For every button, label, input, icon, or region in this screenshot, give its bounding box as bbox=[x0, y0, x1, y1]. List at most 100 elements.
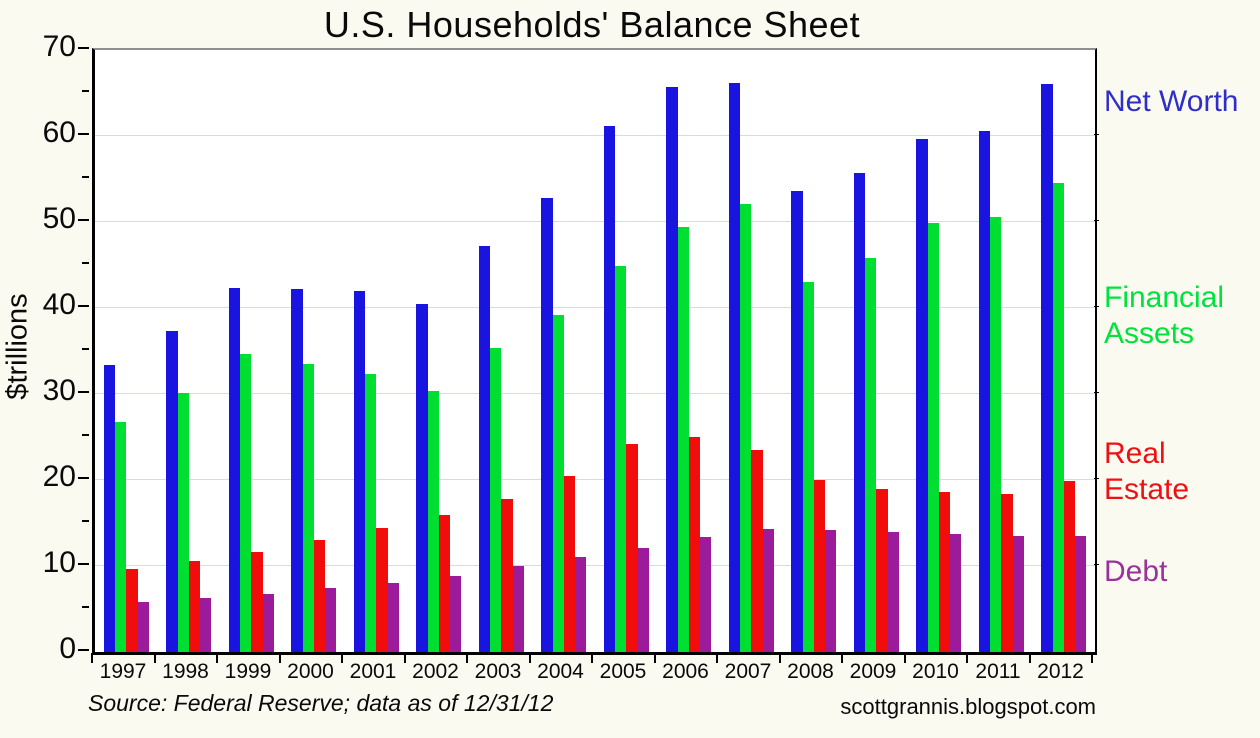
y-tick-label-40: 40 bbox=[42, 288, 76, 321]
gridline-30 bbox=[95, 393, 1095, 394]
x-tick-16 bbox=[1091, 653, 1093, 663]
bar-real-estate-2011 bbox=[1001, 493, 1013, 652]
x-tick-label-2010: 2010 bbox=[912, 660, 959, 683]
bar-net-worth-2005 bbox=[603, 125, 615, 652]
x-tick-2 bbox=[216, 653, 218, 663]
bar-financial-assets-2008 bbox=[802, 282, 814, 652]
x-tick-label-2012: 2012 bbox=[1037, 660, 1084, 683]
chart-title: U.S. Households' Balance Sheet bbox=[323, 4, 861, 45]
x-tick-label-1998: 1998 bbox=[162, 660, 209, 683]
bar-real-estate-1999 bbox=[251, 552, 263, 652]
bar-real-estate-1998 bbox=[188, 560, 200, 652]
bar-net-worth-2009 bbox=[853, 172, 865, 652]
y-minor-tick-65 bbox=[82, 90, 89, 92]
x-tick-label-2004: 2004 bbox=[537, 660, 584, 683]
x-tick-3 bbox=[278, 653, 281, 663]
bar-debt-2001 bbox=[387, 583, 399, 652]
bar-net-worth-2007 bbox=[728, 82, 740, 652]
plot-area bbox=[92, 48, 1097, 655]
y-major-tick-70 bbox=[78, 47, 89, 49]
y-right-tick-40 bbox=[1094, 306, 1099, 307]
gridline-60 bbox=[95, 135, 1095, 136]
y-tick-label-10: 10 bbox=[42, 546, 76, 579]
bar-real-estate-2001 bbox=[376, 528, 388, 652]
gridline-10 bbox=[95, 565, 1095, 566]
legend-debt: Debt bbox=[1104, 555, 1168, 588]
y-major-tick-40 bbox=[78, 305, 89, 307]
bar-debt-2011 bbox=[1012, 535, 1024, 652]
bar-financial-assets-2003 bbox=[490, 348, 502, 652]
x-tick-9 bbox=[653, 653, 656, 663]
bar-net-worth-1999 bbox=[228, 288, 240, 652]
y-minor-tick-45 bbox=[82, 262, 89, 264]
bar-debt-1997 bbox=[137, 602, 149, 652]
y-minor-tick-35 bbox=[82, 348, 89, 350]
bar-debt-2000 bbox=[325, 588, 337, 652]
bar-net-worth-2002 bbox=[416, 303, 428, 652]
y-right-tick-50 bbox=[1094, 220, 1099, 221]
bar-net-worth-2000 bbox=[291, 289, 303, 652]
y-tick-label-20: 20 bbox=[42, 460, 76, 493]
bar-debt-2008 bbox=[825, 529, 837, 652]
x-tick-label-1999: 1999 bbox=[224, 660, 272, 683]
bar-real-estate-2003 bbox=[501, 498, 513, 652]
bars-layer bbox=[95, 50, 1095, 652]
bar-net-worth-1998 bbox=[166, 331, 178, 652]
y-major-tick-30 bbox=[78, 391, 89, 393]
bar-financial-assets-2006 bbox=[677, 227, 689, 652]
y-minor-tick-15 bbox=[82, 520, 89, 522]
bar-real-estate-2008 bbox=[813, 480, 825, 652]
bar-net-worth-1997 bbox=[103, 364, 115, 652]
bar-real-estate-2002 bbox=[438, 515, 450, 652]
x-tick-6 bbox=[466, 653, 468, 663]
bar-financial-assets-2012 bbox=[1052, 183, 1064, 652]
bar-debt-1999 bbox=[262, 593, 274, 652]
bar-financial-assets-2010 bbox=[927, 222, 939, 652]
bar-financial-assets-1998 bbox=[177, 393, 189, 652]
y-major-tick-10 bbox=[78, 563, 89, 565]
x-tick-15 bbox=[1028, 653, 1031, 663]
bar-debt-1998 bbox=[200, 597, 212, 652]
x-tick-11 bbox=[778, 653, 781, 663]
gridline-40 bbox=[95, 307, 1095, 308]
bar-real-estate-2009 bbox=[876, 488, 888, 652]
y-minor-tick-55 bbox=[82, 176, 89, 178]
bar-net-worth-2010 bbox=[916, 138, 928, 652]
bar-debt-2003 bbox=[512, 566, 524, 652]
bar-net-worth-2011 bbox=[978, 130, 990, 652]
y-right-tick-10 bbox=[1094, 564, 1099, 565]
x-tick-label-2001: 2001 bbox=[349, 660, 397, 683]
x-tick-label-2005: 2005 bbox=[599, 660, 647, 683]
y-tick-label-30: 30 bbox=[42, 374, 76, 407]
bar-financial-assets-2001 bbox=[365, 374, 377, 652]
x-tick-label-1997: 1997 bbox=[99, 660, 147, 683]
x-tick-label-2011: 2011 bbox=[975, 660, 1021, 683]
bar-debt-2005 bbox=[637, 547, 649, 652]
x-tick-1 bbox=[153, 653, 156, 663]
bar-real-estate-2000 bbox=[313, 540, 325, 652]
bar-real-estate-1997 bbox=[126, 568, 138, 652]
x-tick-5 bbox=[403, 653, 406, 663]
bar-financial-assets-2011 bbox=[990, 216, 1002, 652]
bar-debt-2007 bbox=[762, 529, 774, 652]
x-tick-0 bbox=[91, 653, 93, 663]
x-tick-4 bbox=[341, 653, 343, 663]
y-minor-tick-25 bbox=[82, 434, 89, 436]
legend-net-worth: Net Worth bbox=[1104, 85, 1239, 118]
x-tick-7 bbox=[528, 653, 531, 663]
x-tick-label-2000: 2000 bbox=[287, 660, 334, 683]
legend-financial-assets: Financial Assets bbox=[1104, 281, 1225, 350]
bar-debt-2012 bbox=[1075, 535, 1087, 652]
x-tick-label-2002: 2002 bbox=[412, 660, 459, 683]
bar-real-estate-2012 bbox=[1063, 480, 1075, 652]
bar-financial-assets-2000 bbox=[302, 363, 314, 652]
y-right-tick-20 bbox=[1094, 478, 1099, 479]
x-tick-14 bbox=[966, 653, 968, 663]
legend-real-estate: Real Estate bbox=[1104, 437, 1190, 506]
y-tick-label-70: 70 bbox=[42, 30, 76, 63]
bar-debt-2004 bbox=[575, 557, 587, 652]
gridline-50 bbox=[95, 221, 1095, 222]
bar-net-worth-2004 bbox=[541, 197, 553, 652]
x-tick-12 bbox=[841, 653, 843, 663]
bar-real-estate-2006 bbox=[688, 437, 700, 652]
